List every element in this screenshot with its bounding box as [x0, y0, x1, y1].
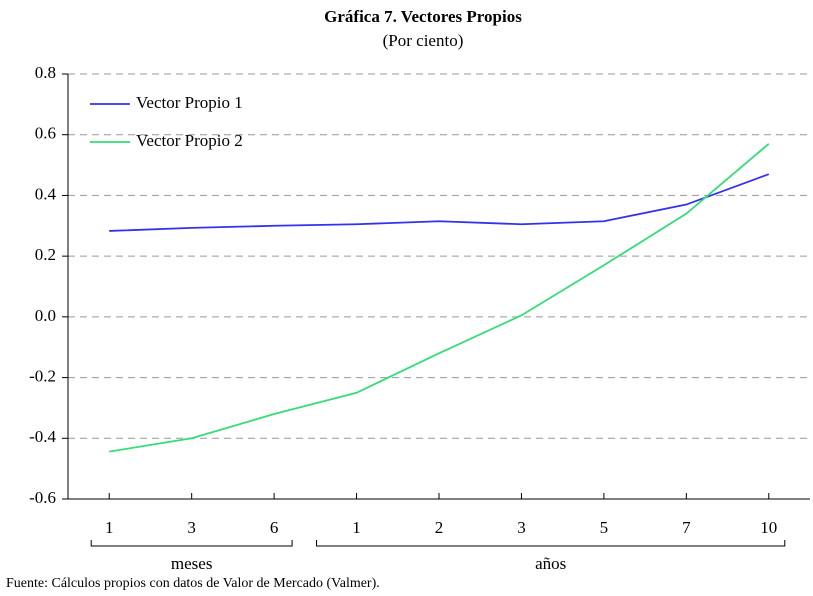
series-line — [109, 143, 770, 453]
y-tick-label: 0.2 — [35, 245, 56, 264]
x-tick-label: 6 — [270, 518, 279, 537]
y-tick-label: 0.6 — [35, 124, 56, 143]
y-tick-label: 0.0 — [35, 306, 56, 325]
chart-title: Gráfica 7. Vectores Propios — [324, 7, 522, 26]
chart-subtitle: (Por ciento) — [383, 31, 464, 50]
series-line — [109, 173, 770, 232]
y-tick-label: -0.4 — [29, 427, 56, 446]
x-tick-label: 3 — [187, 518, 196, 537]
source-note: Fuente: Cálculos propios con datos de Va… — [6, 576, 380, 591]
y-tick-label: 0.8 — [35, 63, 56, 82]
x-tick-label: 7 — [682, 518, 691, 537]
x-tick-label: 1 — [105, 518, 114, 537]
x-tick-label: 1 — [352, 518, 361, 537]
legend-label: Vector Propio 1 — [136, 93, 243, 112]
group-bracket — [90, 540, 293, 547]
y-tick-label: 0.4 — [35, 184, 57, 203]
y-tick-label: -0.2 — [29, 366, 56, 385]
x-tick-label: 5 — [600, 518, 609, 537]
x-tick-label: 2 — [435, 518, 444, 537]
group-label: años — [535, 554, 566, 573]
group-bracket — [316, 540, 786, 547]
group-label: meses — [171, 554, 213, 573]
x-tick-label: 10 — [760, 518, 777, 537]
legend-label: Vector Propio 2 — [136, 131, 243, 150]
y-tick-label: -0.6 — [29, 488, 56, 507]
x-tick-label: 3 — [517, 518, 526, 537]
